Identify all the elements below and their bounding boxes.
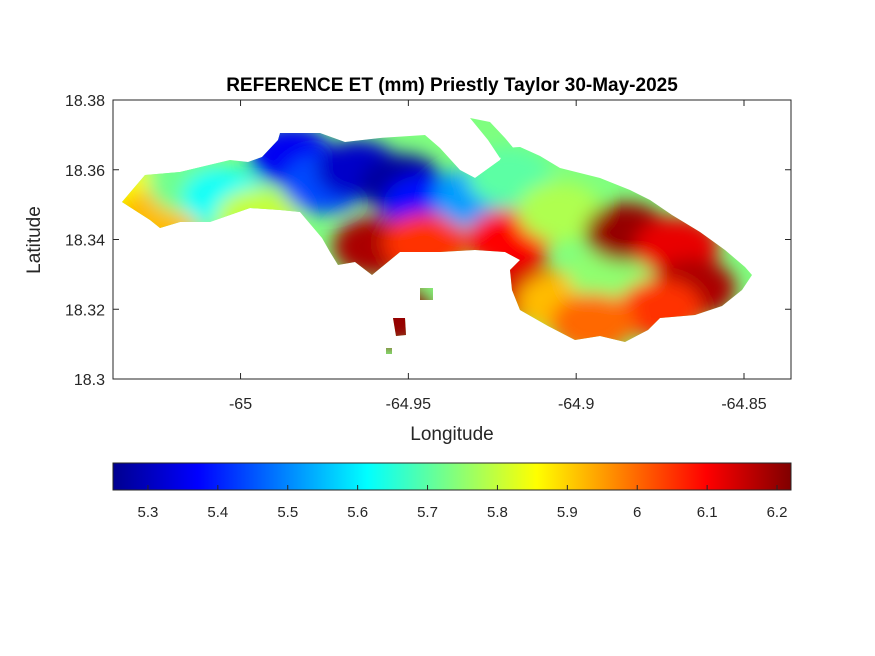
y-tick-label: 18.36 xyxy=(65,163,105,180)
y-tick-label: 18.38 xyxy=(65,93,105,110)
x-tick-label: -64.85 xyxy=(721,396,766,413)
colorbar-tick-label: 5.3 xyxy=(138,504,159,521)
y-axis: 18.3 18.32 18.34 18.36 18.38 xyxy=(65,93,791,389)
y-tick-label: 18.3 xyxy=(74,372,105,389)
y-tick-label: 18.34 xyxy=(65,233,105,250)
chart-title: REFERENCE ET (mm) Priestly Taylor 30-May… xyxy=(226,75,678,96)
colorbar-ticks: 5.3 5.4 5.5 5.6 5.7 5.8 5.9 6 6.1 6.2 xyxy=(138,485,788,521)
colorbar xyxy=(112,462,792,491)
colorbar-tick-label: 5.7 xyxy=(417,504,438,521)
x-tick-label: -64.95 xyxy=(386,396,431,413)
y-axis-label: Latitude xyxy=(24,206,45,274)
colorbar-tick-label: 5.9 xyxy=(557,504,578,521)
colorbar-tick-label: 5.4 xyxy=(207,504,228,521)
x-tick-label: -65 xyxy=(229,396,252,413)
x-axis-label: Longitude xyxy=(410,424,493,445)
colorbar-tick-label: 5.6 xyxy=(347,504,368,521)
et-region-15 xyxy=(517,181,602,242)
y-tick-label: 18.32 xyxy=(65,302,105,319)
x-axis: -65 -64.95 -64.9 -64.85 xyxy=(229,100,767,413)
colorbar-tick-label: 6 xyxy=(633,504,641,521)
colorbar-tick-label: 6.2 xyxy=(767,504,788,521)
et-region-23 xyxy=(550,293,635,354)
x-tick-label: -64.9 xyxy=(558,396,595,413)
colorbar-tick-label: 5.5 xyxy=(277,504,298,521)
colorbar-tick-label: 6.1 xyxy=(697,504,718,521)
colorbar-tick-label: 5.8 xyxy=(487,504,508,521)
